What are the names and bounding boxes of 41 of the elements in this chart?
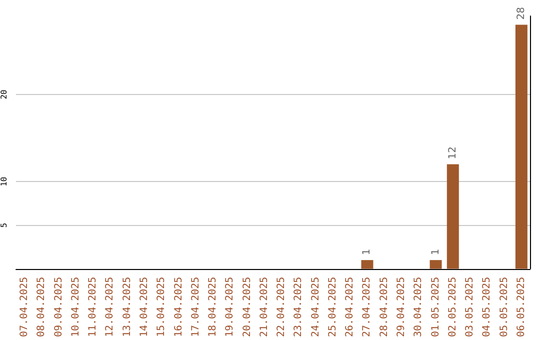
- y-tick-label: 5: [0, 222, 8, 228]
- x-tick-label: 23.04.2025: [293, 276, 304, 338]
- x-tick-label: 04.05.2025: [482, 276, 493, 338]
- x-tick-label: 19.04.2025: [224, 276, 236, 338]
- x-tick-label: 15.04.2025: [156, 276, 168, 338]
- x-tick-label: 24.04.2025: [310, 276, 322, 338]
- x-tick-label: 11.04.2025: [88, 276, 99, 338]
- x-tick-label: 01.05.2025: [430, 276, 442, 338]
- x-tick-label: 14.04.2025: [139, 276, 150, 338]
- x-tick-label: 30.04.2025: [413, 276, 424, 338]
- y-tick-label: 10: [0, 176, 8, 186]
- x-tick-label: 18.04.2025: [208, 276, 219, 338]
- x-tick-label: 29.04.2025: [396, 276, 407, 338]
- x-tick-label: 06.05.2025: [516, 276, 527, 338]
- x-tick-label: 21.04.2025: [258, 276, 270, 338]
- x-tick-label: 12.04.2025: [104, 276, 116, 338]
- y-tick-label: 20: [0, 89, 8, 100]
- data-label: 1: [362, 248, 373, 256]
- x-tick-label: 20.04.2025: [242, 276, 253, 338]
- x-tick-label: 08.04.2025: [36, 276, 48, 338]
- x-tick-label: 13.04.2025: [122, 276, 133, 338]
- x-tick-label: 07.04.2025: [19, 276, 30, 338]
- x-tick-label: 22.04.2025: [276, 276, 288, 338]
- bar: [446, 164, 459, 269]
- x-tick-label: 05.05.2025: [498, 276, 510, 338]
- x-tick-label: 09.04.2025: [53, 276, 64, 338]
- x-tick-label: 10.04.2025: [70, 276, 82, 338]
- bar: [361, 260, 374, 269]
- bar: [430, 260, 442, 269]
- data-label: 1: [430, 248, 442, 256]
- x-tick-label: 27.04.2025: [362, 276, 373, 338]
- bar: [515, 24, 528, 269]
- x-tick-label: 26.04.2025: [344, 276, 356, 338]
- data-label: 12: [447, 146, 458, 160]
- x-tick-label: 25.04.2025: [327, 276, 338, 338]
- x-tick-label: 17.04.2025: [190, 276, 202, 338]
- x-tick-label: 03.05.2025: [464, 276, 476, 338]
- data-label: 28: [516, 6, 527, 20]
- x-tick-label: 02.05.2025: [447, 276, 458, 338]
- x-tick-label: 16.04.2025: [173, 276, 184, 338]
- x-tick-label: 28.04.2025: [378, 276, 390, 338]
